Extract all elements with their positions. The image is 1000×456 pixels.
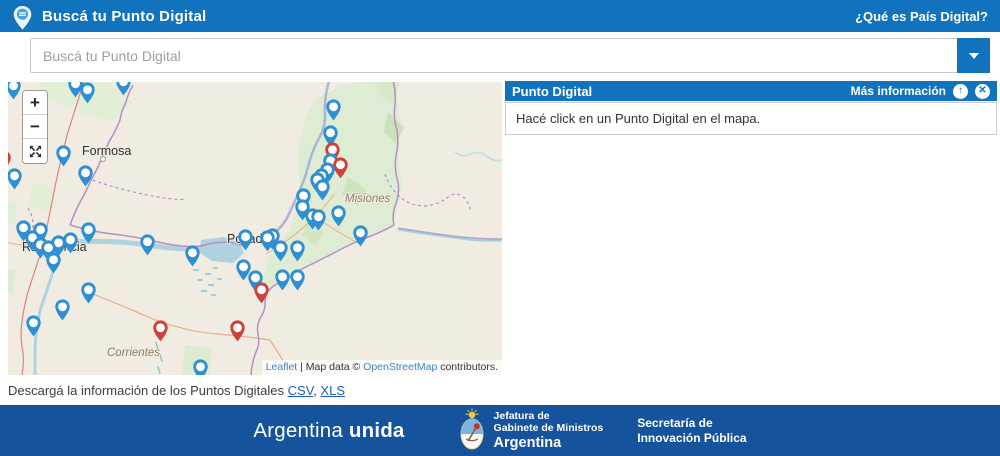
map-marker-blue[interactable] [54, 298, 71, 322]
panel-header: Punto Digital Más información ↑ ✕ [505, 81, 997, 101]
download-text: Descargá la información de los Puntos Di… [8, 383, 288, 398]
attribution-text: | Map data © [297, 361, 364, 373]
formosa-city-dot [99, 155, 107, 163]
map-marker-red[interactable] [152, 319, 169, 343]
jefatura-line3: Argentina [493, 434, 562, 451]
footer: Argentina unida Jefatura de Gabinete de … [0, 405, 1000, 456]
zoom-in-button[interactable]: + [23, 91, 47, 115]
page-title: Buscá tu Punto Digital [42, 7, 207, 25]
map-marker-blue[interactable] [289, 239, 306, 263]
map-marker-red[interactable] [229, 319, 246, 343]
map-marker-blue[interactable] [62, 231, 79, 255]
leaflet-link[interactable]: Leaflet [265, 361, 298, 373]
map-marker-blue[interactable] [314, 178, 331, 202]
openstreetmap-link[interactable]: OpenStreetMap [363, 361, 438, 373]
collapse-panel-button[interactable]: ↑ [953, 83, 968, 99]
map-marker-blue[interactable] [259, 229, 276, 253]
map-attribution: Leaflet | Map data © OpenStreetMap contr… [261, 360, 502, 375]
attribution-tail: contributors. [437, 361, 498, 373]
map-marker-blue[interactable] [8, 167, 23, 191]
app-header: Buscá tu Punto Digital ¿Qué es País Digi… [0, 0, 1000, 32]
chevron-down-icon [968, 52, 979, 59]
que-es-pais-digital-link[interactable]: ¿Qué es País Digital? [855, 8, 988, 24]
map-marker-blue[interactable] [272, 239, 289, 263]
map-marker-blue[interactable] [139, 233, 156, 257]
map-marker-blue[interactable] [322, 124, 339, 148]
close-icon: ✕ [978, 85, 987, 96]
secretaria-line1: Secretaría de [637, 416, 713, 431]
close-panel-button[interactable]: ✕ [975, 83, 990, 99]
map-marker-blue[interactable] [25, 314, 42, 338]
brand-normal: Argentina [253, 418, 343, 442]
xls-download-link[interactable]: XLS [320, 383, 345, 398]
arrow-up-icon: ↑ [958, 85, 963, 96]
download-bar: Descargá la información de los Puntos Di… [8, 383, 345, 398]
map-marker-blue[interactable] [352, 224, 369, 248]
fullscreen-button[interactable] [23, 139, 47, 163]
fullscreen-icon [29, 145, 41, 157]
map-marker-blue[interactable] [325, 98, 342, 122]
map-marker-blue[interactable] [235, 258, 252, 282]
jefatura-block: Jefatura de Gabinete de Ministros Argent… [494, 410, 604, 452]
argentina-coat-of-arms-icon [460, 408, 484, 449]
map-marker-blue[interactable] [45, 251, 62, 275]
map-marker-red[interactable] [253, 281, 270, 305]
panel-title: Punto Digital [512, 83, 593, 99]
punto-digital-panel: Punto Digital Más información ↑ ✕ Hacé c… [505, 81, 997, 135]
panel-body-message: Hacé click en un Punto Digital en el map… [505, 102, 997, 135]
map-marker-blue[interactable] [8, 196, 9, 220]
map-marker-red[interactable] [8, 149, 12, 173]
argentina-unida-logo: Argentina unida [253, 419, 404, 443]
map-marker-blue[interactable] [289, 268, 306, 292]
search-dropdown-button[interactable] [957, 38, 990, 73]
search-bar [30, 38, 990, 73]
map-marker-blue[interactable] [67, 82, 84, 99]
zoom-out-button[interactable]: − [23, 115, 47, 139]
jefatura-line2: Gabinete de Ministros [493, 421, 604, 434]
map-marker-blue[interactable] [192, 358, 209, 375]
secretaria-block: Secretaría de Innovación Pública [637, 416, 746, 445]
jefatura-line1: Jefatura de [493, 409, 550, 422]
map-marker-blue[interactable] [79, 82, 96, 105]
secretaria-line2: Innovación Pública [637, 430, 747, 445]
mas-informacion-link[interactable]: Más información [850, 84, 946, 98]
punto-digital-logo-icon [13, 5, 32, 30]
map-marker-red[interactable] [332, 156, 349, 180]
map-marker-blue[interactable] [237, 228, 254, 252]
map-marker-blue[interactable] [310, 208, 327, 232]
download-separator: , [313, 383, 321, 398]
map-marker-blue[interactable] [330, 204, 347, 228]
map-marker-blue[interactable] [80, 221, 97, 245]
map-marker-blue[interactable] [184, 244, 201, 268]
map-marker-blue[interactable] [80, 281, 97, 305]
leaflet-map[interactable]: FormosaResistenciaPosadasMisionesCorrien… [8, 82, 502, 375]
map-marker-blue[interactable] [115, 82, 132, 97]
map-marker-blue[interactable] [274, 268, 291, 292]
search-input[interactable] [31, 39, 957, 72]
map-marker-blue[interactable] [55, 144, 72, 168]
map-marker-blue[interactable] [77, 164, 94, 188]
brand-bold: unida [348, 418, 405, 442]
csv-download-link[interactable]: CSV [287, 383, 314, 398]
map-zoom-controls: + − [22, 90, 48, 164]
map-marker-blue[interactable] [8, 82, 22, 101]
